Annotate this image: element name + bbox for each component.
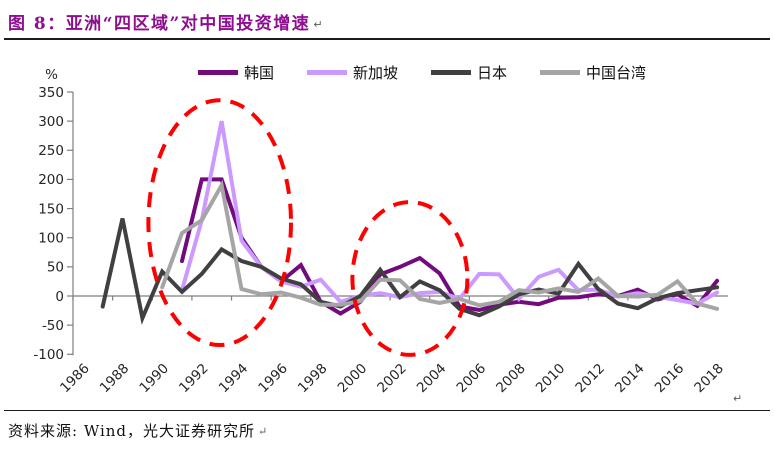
legend-swatch-taiwan-icon bbox=[540, 70, 581, 75]
legend-label-korea: 韩国 bbox=[243, 64, 274, 82]
legend-item-singapore: 新加坡 bbox=[306, 62, 398, 83]
legend-item-korea: 韩国 bbox=[197, 62, 274, 83]
svg-text:2000: 2000 bbox=[335, 361, 371, 397]
svg-text:300: 300 bbox=[38, 114, 64, 130]
svg-text:2012: 2012 bbox=[572, 361, 608, 397]
svg-text:100: 100 bbox=[38, 231, 64, 247]
legend-swatch-korea-icon bbox=[197, 70, 238, 75]
chart-legend: 韩国 新加坡 日本 中国台湾 bbox=[70, 62, 774, 83]
svg-text:2002: 2002 bbox=[374, 361, 410, 397]
legend-swatch-japan-icon bbox=[431, 70, 471, 75]
svg-text:350: 350 bbox=[38, 85, 64, 101]
legend-item-japan: 日本 bbox=[431, 62, 507, 83]
svg-text:-100: -100 bbox=[33, 347, 64, 363]
figure-footer: 资料来源: Wind，光大证券研究所 ↵ bbox=[4, 410, 770, 456]
svg-text:1988: 1988 bbox=[97, 361, 133, 397]
legend-swatch-singapore-icon bbox=[306, 70, 347, 75]
svg-text:2008: 2008 bbox=[493, 361, 529, 397]
paragraph-mark-icon: ↵ bbox=[313, 18, 323, 31]
svg-text:2016: 2016 bbox=[652, 361, 688, 397]
svg-text:2018: 2018 bbox=[691, 361, 727, 397]
source-text: 资料来源: Wind，光大证券研究所 bbox=[8, 422, 256, 440]
svg-text:1992: 1992 bbox=[176, 361, 212, 397]
svg-text:%: % bbox=[45, 67, 58, 83]
svg-text:1994: 1994 bbox=[216, 361, 252, 397]
figure-title: 亚洲“四区域”对中国投资增速 bbox=[65, 14, 311, 34]
legend-label-taiwan: 中国台湾 bbox=[586, 64, 647, 82]
svg-text:0: 0 bbox=[55, 289, 64, 305]
svg-text:2014: 2014 bbox=[612, 361, 648, 397]
svg-text:1990: 1990 bbox=[136, 361, 172, 397]
svg-text:2004: 2004 bbox=[414, 361, 450, 397]
paragraph-mark-icon: ↵ bbox=[733, 392, 743, 405]
svg-text:150: 150 bbox=[38, 201, 64, 217]
svg-text:2006: 2006 bbox=[454, 361, 490, 397]
svg-text:50: 50 bbox=[47, 260, 64, 276]
svg-text:2010: 2010 bbox=[533, 361, 569, 397]
svg-text:250: 250 bbox=[38, 143, 64, 159]
paragraph-mark-icon: ↵ bbox=[258, 425, 269, 438]
svg-text:1986: 1986 bbox=[57, 361, 93, 397]
figure-header: 图 8：亚洲“四区域”对中国投资增速 ↵ bbox=[4, 0, 770, 40]
legend-item-taiwan: 中国台湾 bbox=[540, 62, 646, 83]
svg-text:1996: 1996 bbox=[255, 361, 291, 397]
svg-text:1998: 1998 bbox=[295, 361, 331, 397]
legend-label-singapore: 新加坡 bbox=[352, 64, 398, 82]
svg-text:-50: -50 bbox=[42, 318, 64, 334]
line-chart: 350 300 250 200 150 100 50 0 -50 -100% 1986 1988 199… bbox=[0, 42, 774, 410]
figure-number-label: 图 8： bbox=[8, 14, 66, 34]
svg-text:200: 200 bbox=[38, 172, 64, 188]
legend-label-japan: 日本 bbox=[477, 64, 508, 82]
